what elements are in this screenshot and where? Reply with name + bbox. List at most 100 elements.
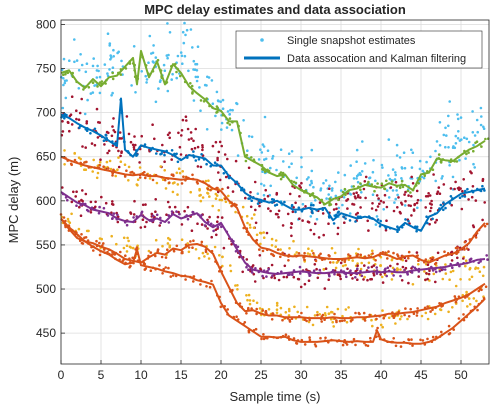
snapshot-point — [356, 253, 360, 256]
snapshot-point — [219, 100, 222, 103]
snapshot-point — [337, 171, 340, 174]
snapshot-point — [159, 216, 162, 220]
snapshot-point — [319, 336, 322, 340]
snapshot-point — [264, 309, 268, 313]
snapshot-point — [132, 148, 136, 151]
snapshot-point — [371, 324, 374, 328]
snapshot-point — [236, 284, 239, 287]
snapshot-point — [434, 270, 438, 274]
snapshot-point — [389, 186, 393, 189]
snapshot-point — [308, 183, 312, 187]
snapshot-point — [426, 277, 429, 281]
snapshot-point — [348, 219, 352, 222]
snapshot-point — [186, 127, 190, 131]
snapshot-point — [249, 205, 253, 209]
snapshot-point — [345, 275, 348, 279]
snapshot-point — [440, 177, 444, 180]
snapshot-point — [356, 195, 360, 199]
snapshot-point — [226, 186, 230, 189]
snapshot-point — [247, 293, 251, 297]
snapshot-point — [266, 149, 270, 152]
snapshot-point — [451, 266, 454, 270]
snapshot-point — [96, 171, 100, 175]
snapshot-point — [410, 338, 413, 341]
snapshot-point — [448, 332, 452, 335]
snapshot-point — [321, 258, 324, 262]
snapshot-point — [383, 193, 387, 197]
snapshot-point — [426, 317, 430, 321]
snapshot-point — [218, 178, 222, 182]
snapshot-point — [187, 138, 191, 141]
snapshot-point — [125, 169, 128, 172]
snapshot-point — [300, 181, 303, 185]
x-tick-label: 10 — [134, 368, 148, 382]
snapshot-point — [110, 234, 113, 238]
snapshot-point — [127, 239, 130, 243]
snapshot-point — [378, 202, 381, 206]
snapshot-point — [464, 264, 467, 268]
snapshot-point — [394, 173, 398, 177]
snapshot-point — [196, 182, 199, 185]
snapshot-point — [187, 69, 190, 73]
snapshot-point — [385, 205, 389, 209]
snapshot-point — [98, 160, 102, 164]
snapshot-point — [180, 54, 184, 58]
snapshot-point — [258, 231, 262, 235]
snapshot-point — [112, 48, 115, 52]
snapshot-point — [91, 81, 95, 84]
snapshot-point — [297, 206, 301, 209]
snapshot-point — [190, 137, 193, 140]
snapshot-point — [181, 250, 184, 254]
snapshot-point — [382, 316, 386, 320]
snapshot-point — [70, 123, 74, 126]
snapshot-point — [318, 313, 322, 316]
snapshot-point — [359, 196, 362, 199]
snapshot-point — [360, 191, 363, 194]
snapshot-point — [134, 91, 137, 94]
snapshot-point — [449, 195, 453, 198]
snapshot-point — [91, 91, 95, 94]
snapshot-point — [335, 207, 338, 211]
snapshot-point — [336, 307, 340, 311]
snapshot-point — [417, 182, 420, 185]
snapshot-point — [472, 162, 475, 166]
snapshot-point — [303, 282, 307, 286]
snapshot-point — [133, 199, 136, 203]
snapshot-point — [396, 253, 399, 256]
snapshot-point — [410, 175, 414, 179]
snapshot-point — [291, 210, 295, 214]
snapshot-point — [448, 164, 451, 167]
snapshot-point — [391, 266, 395, 270]
snapshot-point — [336, 211, 340, 214]
snapshot-point — [353, 195, 357, 198]
snapshot-point — [138, 166, 142, 169]
snapshot-point — [203, 224, 207, 227]
snapshot-point — [83, 161, 86, 164]
snapshot-point — [275, 193, 279, 196]
legend-snapshot-label: Single snapshot estimates — [287, 35, 416, 47]
snapshot-point — [392, 316, 396, 320]
snapshot-point — [403, 268, 406, 272]
snapshot-point — [267, 308, 271, 311]
snapshot-point — [431, 269, 435, 272]
snapshot-point — [215, 194, 219, 197]
snapshot-point — [168, 244, 172, 247]
snapshot-point — [394, 322, 397, 325]
snapshot-point — [345, 199, 348, 202]
snapshot-point — [208, 195, 211, 198]
snapshot-point — [241, 205, 245, 209]
snapshot-point — [403, 193, 406, 196]
snapshot-point — [398, 210, 402, 214]
snapshot-point — [161, 178, 165, 181]
snapshot-point — [363, 180, 367, 183]
snapshot-point — [279, 255, 282, 259]
snapshot-point — [309, 215, 313, 218]
snapshot-point — [393, 178, 397, 181]
snapshot-point — [179, 51, 183, 54]
snapshot-point — [123, 175, 127, 178]
snapshot-point — [74, 195, 77, 198]
snapshot-point — [167, 221, 171, 224]
snapshot-point — [324, 336, 327, 340]
snapshot-point — [163, 169, 166, 172]
snapshot-point — [285, 275, 289, 279]
